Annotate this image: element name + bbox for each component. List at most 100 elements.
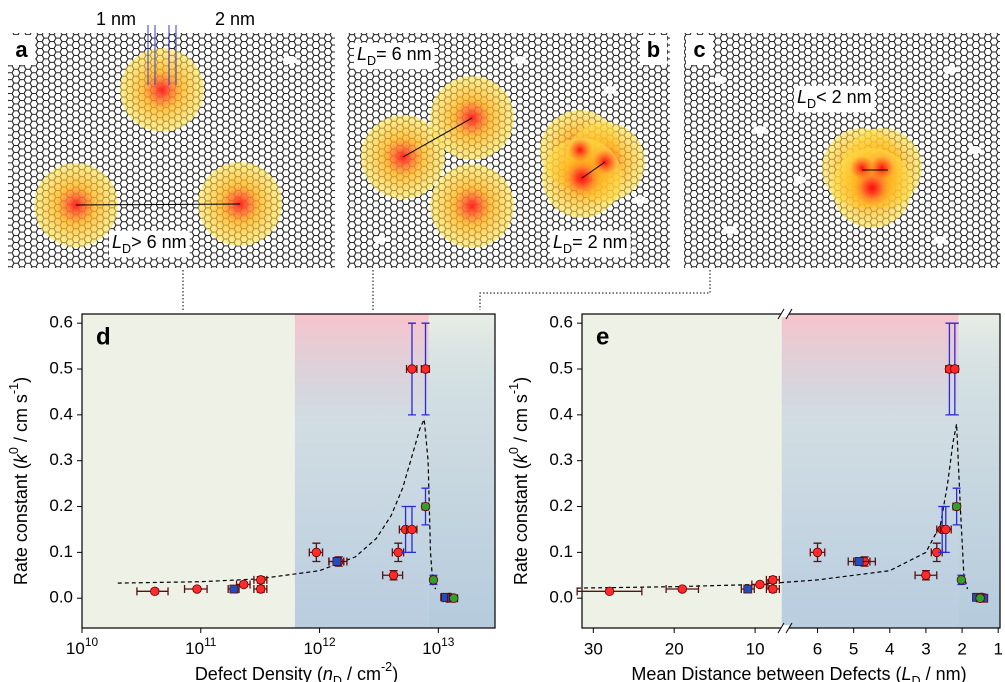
text-segment: ) [11, 377, 31, 383]
text-segment: L [553, 232, 563, 252]
y-tick-label: 0.4 [549, 404, 573, 423]
y-tick-label: 0.5 [549, 358, 573, 377]
text-segment: L [357, 44, 367, 64]
data-point [921, 570, 931, 580]
text-segment: D [122, 242, 131, 256]
x-tick-label: 10 [746, 639, 765, 658]
y-tick-label: 0.2 [49, 496, 73, 515]
tick-exponent: 10 [85, 635, 99, 649]
y-axis-label: Rate constant (k0 / cm s-1) [507, 377, 530, 585]
data-point [393, 547, 403, 558]
text-segment: 0 [7, 447, 21, 454]
panel-label: e [596, 323, 609, 350]
annotation: LD= 2 nm [553, 232, 628, 257]
scale-label: 2 nm [215, 9, 255, 29]
data-point [975, 593, 985, 603]
y-axis-label: Rate constant (k0 / cm s-1) [7, 377, 30, 585]
panel-letter: c [693, 37, 705, 62]
text-segment: D [563, 242, 572, 256]
text-segment: D [333, 674, 342, 682]
annotation: LD> 6 nm [112, 232, 187, 257]
scale-guides [147, 25, 177, 85]
panel-letter-box [686, 35, 713, 65]
x-tick-label: 20 [665, 639, 684, 658]
panel-letter-box [640, 35, 667, 65]
data-point [192, 584, 202, 594]
y-tick-label: 0.6 [549, 313, 573, 332]
tick-base: 10 [422, 639, 441, 658]
data-point [420, 501, 431, 512]
text-segment: / cm s [511, 394, 531, 447]
panel-letter: a [15, 37, 28, 62]
tick-exponent: 12 [322, 635, 336, 649]
data-point [150, 586, 160, 597]
annotation-box [794, 85, 875, 113]
text-segment: ) [392, 664, 398, 682]
text-segment: < 2 nm [816, 87, 872, 107]
y-tick-label: 0.0 [49, 588, 73, 607]
panel-letter: b [647, 37, 660, 62]
data-point [941, 524, 951, 535]
tick-base: 10 [66, 639, 85, 658]
data-point [950, 364, 960, 374]
text-segment: D [367, 54, 376, 68]
text-segment: Defect Density ( [195, 664, 323, 682]
text-segment: L [902, 664, 912, 682]
text-segment: Rate constant ( [11, 463, 31, 585]
text-segment: / nm) [921, 664, 967, 682]
data-point [239, 579, 249, 590]
chart: 0.0 0.1 0.2 0.3 0.4 0.5 0.6 30 20 10 6 5 4 3 2 1 e Mean D… [507, 308, 1003, 682]
text-segment: D [807, 97, 816, 111]
x-tick-label: 1011 [185, 635, 217, 658]
x-tick-label: 30 [584, 639, 603, 658]
panel-letter-box [8, 35, 35, 65]
x-tick-label: 2 [957, 639, 966, 658]
text-segment: n [323, 664, 333, 682]
text-segment: Rate constant ( [511, 463, 531, 585]
text-segment: -1 [507, 383, 521, 394]
axis-break [777, 622, 793, 634]
y-tick-label: 0.3 [549, 450, 573, 469]
data-point [956, 575, 967, 585]
y-tick-label: 0.4 [49, 404, 73, 423]
data-point [449, 593, 459, 603]
distance-lines [75, 117, 888, 206]
illustration-panels [8, 25, 1000, 310]
data-point [229, 584, 239, 594]
text-segment: = 6 nm [376, 44, 432, 64]
annotation: LD< 2 nm [797, 87, 872, 112]
y-tick-label: 0.0 [549, 588, 573, 607]
axis-break-gap [781, 625, 789, 631]
y-tick-label: 0.5 [49, 358, 73, 377]
shaded-region [294, 314, 429, 628]
data-point [256, 584, 266, 594]
x-tick-label: 4 [885, 639, 894, 658]
data-point [768, 575, 778, 585]
y-tick-label: 0.1 [49, 542, 73, 561]
data-point [677, 584, 687, 594]
text-segment: -2 [381, 660, 392, 674]
data-point [951, 501, 962, 512]
fit-curve [117, 417, 437, 590]
tick-base: 10 [185, 639, 204, 658]
data-point [854, 557, 864, 566]
plot-frame [81, 313, 496, 629]
tick-exponent: 11 [204, 635, 217, 649]
data-point [407, 524, 417, 535]
axis-break [777, 308, 793, 320]
data-point [332, 557, 342, 566]
x-tick-label: 1012 [303, 635, 336, 658]
shaded-region [428, 314, 495, 628]
data-point [812, 547, 823, 558]
x-axis-label: Mean Distance between Defects (LD / nm) [631, 664, 966, 682]
x-tick-label: 5 [849, 639, 858, 658]
panel-label: d [96, 323, 111, 350]
scale-label: 1 nm [96, 9, 136, 29]
text-segment: D [912, 674, 921, 682]
shaded-region [958, 314, 1000, 628]
plot-frame [581, 313, 1001, 629]
axis-break-gap [781, 311, 789, 317]
data-point [755, 579, 765, 590]
